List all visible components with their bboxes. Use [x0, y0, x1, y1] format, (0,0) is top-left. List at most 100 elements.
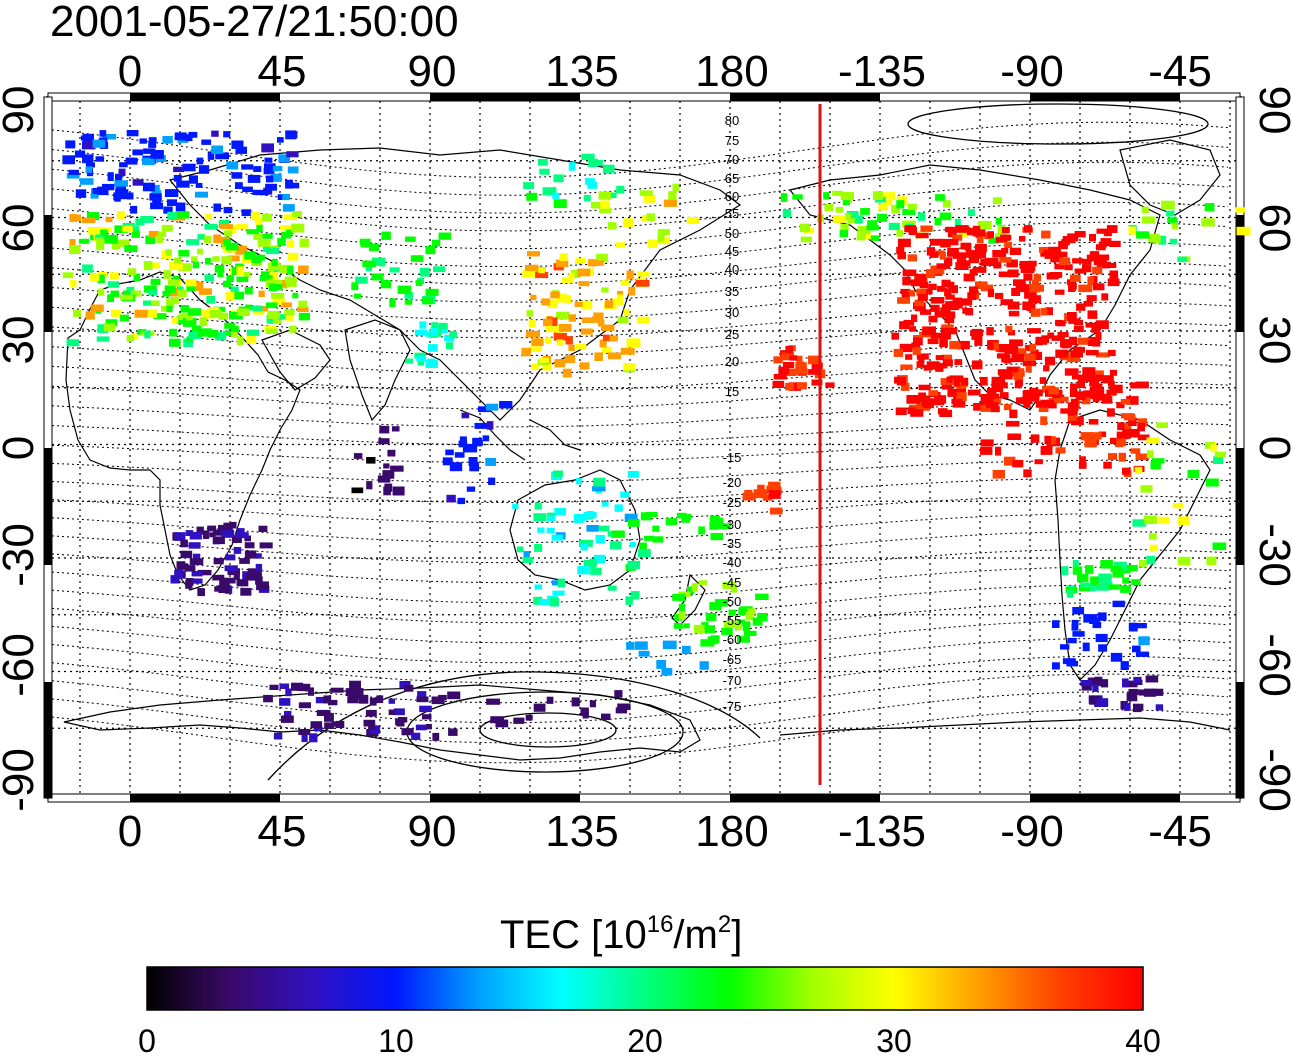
tec-cell	[298, 266, 309, 274]
bottom-tick-0: 0	[118, 807, 142, 856]
tec-cell	[1156, 704, 1163, 710]
tec-cell	[69, 245, 80, 254]
tec-cell	[283, 204, 295, 212]
tec-cell	[577, 269, 590, 277]
tec-cell	[176, 181, 189, 188]
tec-cell	[205, 274, 215, 281]
tec-cell	[580, 362, 590, 369]
tec-cell	[281, 716, 294, 723]
tec-cell	[167, 199, 177, 206]
tec-cell	[656, 660, 666, 669]
tec-cell	[1008, 270, 1019, 278]
tec-cell	[572, 697, 580, 706]
tec-cell	[926, 269, 935, 278]
top-tick-m45: -45	[1148, 47, 1212, 96]
tec-cell	[554, 359, 565, 367]
tec-cell	[623, 363, 635, 370]
tec-cell	[263, 695, 273, 702]
tec-cell	[599, 192, 612, 200]
right-tick-m30: -30	[1250, 523, 1292, 587]
tec-cell	[226, 275, 234, 282]
tec-cell	[381, 232, 390, 240]
tec-cell	[231, 326, 239, 332]
tec-cell	[546, 326, 560, 332]
tec-cell	[611, 531, 625, 538]
tec-cell	[768, 490, 780, 499]
tec-cell	[231, 287, 239, 293]
tec-cell	[961, 243, 972, 250]
tec-cell	[512, 504, 518, 509]
tec-cell	[186, 239, 199, 245]
tec-cell	[181, 305, 188, 313]
tec-cell	[575, 258, 586, 264]
tec-cell	[428, 344, 438, 352]
tec-cell	[1116, 439, 1126, 447]
tec-cell	[630, 542, 636, 547]
tec-cell	[164, 270, 171, 279]
tec-cell	[616, 707, 627, 713]
tec-cell	[445, 450, 454, 456]
tec-cell	[1012, 460, 1023, 468]
tec-cell	[197, 234, 205, 240]
tec-cell	[259, 526, 268, 532]
tec-cell	[591, 160, 603, 166]
tec-cell	[928, 284, 936, 290]
tec-cell	[587, 182, 597, 189]
tec-cell	[526, 193, 537, 201]
tec-cell	[1040, 416, 1047, 425]
tec-cell	[674, 623, 683, 629]
tec-cell	[954, 359, 962, 365]
tec-cell	[916, 233, 929, 238]
tec-cell	[908, 254, 918, 261]
tec-cell	[523, 182, 534, 189]
tec-cell	[71, 215, 81, 222]
tec-cell	[432, 240, 440, 247]
tec-cell	[1121, 661, 1129, 670]
tec-cell	[945, 227, 956, 233]
tec-cell	[709, 522, 718, 530]
bottom-tick-m45: -45	[1148, 807, 1212, 856]
tec-cell	[1088, 310, 1098, 319]
tec-cell	[618, 317, 629, 324]
tec-cell	[1059, 257, 1070, 265]
tec-cell	[995, 293, 1003, 299]
tec-cell	[1103, 462, 1112, 469]
top-tick-0: 0	[118, 47, 142, 96]
tec-cell	[262, 214, 272, 222]
tec-cell	[289, 326, 297, 333]
tec-cell	[920, 226, 932, 232]
tec-cell	[678, 594, 685, 601]
tec-cell	[559, 324, 572, 332]
tec-cell	[70, 239, 76, 246]
tec-cell	[76, 189, 86, 198]
tec-cell	[936, 355, 944, 360]
tec-cell	[1098, 574, 1111, 582]
tec-cell	[298, 301, 307, 308]
tec-cell	[1150, 689, 1164, 696]
tec-cell	[556, 312, 570, 320]
tec-cell	[455, 452, 465, 458]
tec-cell	[324, 713, 334, 722]
tec-cell	[783, 209, 791, 217]
tec-cell	[592, 486, 606, 491]
tec-cell	[533, 513, 546, 521]
tec-cell	[354, 453, 363, 459]
tec-cell	[267, 311, 279, 319]
tec-cell	[331, 688, 344, 693]
tec-cell	[579, 281, 590, 286]
tec-cell	[182, 164, 195, 172]
tec-cell	[627, 338, 641, 347]
colorbar-tick-10: 10	[378, 1023, 414, 1057]
tec-cell	[995, 382, 1008, 388]
tec-cell	[1057, 320, 1066, 326]
tec-cell	[122, 226, 133, 232]
contour-label: -55	[723, 613, 742, 628]
tec-cell	[538, 268, 545, 274]
tec-cell	[560, 253, 568, 261]
tec-cell	[117, 211, 125, 219]
tec-cell	[1072, 624, 1079, 631]
tec-cell	[302, 734, 308, 742]
tec-cell	[781, 193, 788, 202]
tec-cell	[1142, 216, 1155, 223]
tec-cell	[1072, 631, 1084, 637]
